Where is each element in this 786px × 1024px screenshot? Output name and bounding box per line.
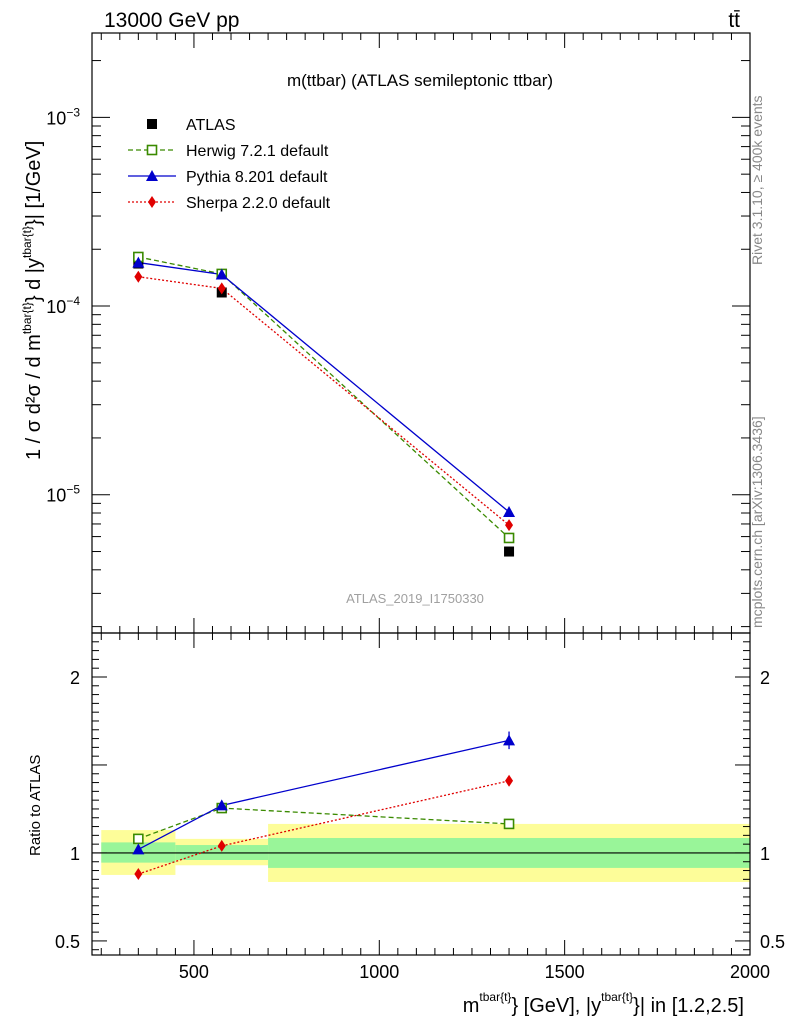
main-line-pythia-8-201-default <box>138 261 510 513</box>
main-line-sherpa-2-2-0-default <box>138 276 510 526</box>
main-point-sherpa-2-2-0-default-2 <box>505 519 514 532</box>
series-lines <box>138 256 510 875</box>
ratio-uncertainty-bands <box>92 823 750 882</box>
watermark: ATLAS_2019_I1750330 <box>346 591 484 606</box>
legend-marker-atlas <box>147 119 157 129</box>
main-point-pythia-8-201-default-2 <box>503 505 516 517</box>
x-tick-label-2: 1500 <box>545 962 585 982</box>
main-y-tick-label-1: 10−4 <box>46 294 80 317</box>
ratio-y-tick-label-right-2: 2 <box>760 668 770 688</box>
x-tick-label-3: 2000 <box>730 962 770 982</box>
axis-ticks: 500 1000 1500 2000 10−5 10−4 10−3 0.5 0.5 1 1 2 2 <box>46 33 785 982</box>
main-point-atlas-2 <box>504 546 515 557</box>
legend-marker-sherpa-2-2-0-default <box>148 196 156 208</box>
ratio-y-tick-label-left-1: 1 <box>70 844 80 864</box>
plot-frames <box>91 32 751 956</box>
legend-marker-pythia-8-201-default <box>146 170 158 181</box>
y-axis-label-main: 1 / σ d²σ / d mtbar{t}} d |ytbar{t}}| [1… <box>20 141 45 460</box>
ratio-point-sherpa-2-2-0-default-2 <box>505 774 514 787</box>
main-point-pythia-8-201-default-1 <box>215 268 228 280</box>
ratio-point-sherpa-2-2-0-default-0 <box>134 868 143 881</box>
main-point-herwig-7-2-1-default-2 <box>503 532 515 544</box>
main-point-pythia-8-201-default-0 <box>132 256 145 268</box>
ratio-frame <box>91 632 751 956</box>
ratio-point-herwig-7-2-1-default-0 <box>133 833 144 845</box>
main-line-herwig-7-2-1-default <box>138 256 510 539</box>
main-point-sherpa-2-2-0-default-0 <box>134 270 143 283</box>
mcplots-label: mcplots.cern.ch [arXiv:1306.3436] <box>749 416 765 628</box>
x-tick-label-1: 1000 <box>359 962 399 982</box>
main-y-tick-label-0: 10−5 <box>46 483 80 506</box>
y-axis-label-ratio: Ratio to ATLAS <box>27 755 44 856</box>
main-point-sherpa-2-2-0-default-1 <box>217 282 226 295</box>
header-left: 13000 GeV pp <box>104 9 239 32</box>
ratio-point-herwig-7-2-1-default-2 <box>503 818 515 830</box>
ratio-point-sherpa-2-2-0-default-1 <box>217 839 226 852</box>
legend-label-herwig-7-2-1-default: Herwig 7.2.1 default <box>186 143 329 160</box>
ratio-y-tick-label-left-2: 2 <box>70 668 80 688</box>
ratio-y-tick-label-right-0: 0.5 <box>760 932 785 952</box>
header-right: tt̄ <box>728 9 740 32</box>
x-axis-label: mtbar{t}} [GeV], |ytbar{t}}| in [1.2,2.5… <box>463 990 744 1017</box>
legend-label-atlas: ATLAS <box>186 117 236 134</box>
x-tick-label-0: 500 <box>179 962 209 982</box>
ratio-y-tick-label-left-0: 0.5 <box>55 932 80 952</box>
legend-label-pythia-8-201-default: Pythia 8.201 default <box>186 169 328 186</box>
rivet-label: Rivet 3.1.10, ≥ 400k events <box>749 95 765 265</box>
legend-marker-herwig-7-2-1-default <box>146 144 158 156</box>
main-y-tick-label-2: 10−3 <box>46 105 80 128</box>
ratio-point-pythia-8-201-default-1 <box>215 799 228 811</box>
ratio-point-pythia-8-201-default-0 <box>132 843 145 855</box>
plot-title: m(ttbar) (ATLAS semileptonic ttbar) <box>287 71 553 90</box>
legend: ATLAS Herwig 7.2.1 default Pythia 8.201 de… <box>128 117 331 212</box>
ratio-y-tick-label-right-1: 1 <box>760 844 770 864</box>
series-markers <box>132 251 516 881</box>
ratio-point-pythia-8-201-default-2 <box>503 734 516 746</box>
legend-label-sherpa-2-2-0-default: Sherpa 2.2.0 default <box>186 195 331 212</box>
